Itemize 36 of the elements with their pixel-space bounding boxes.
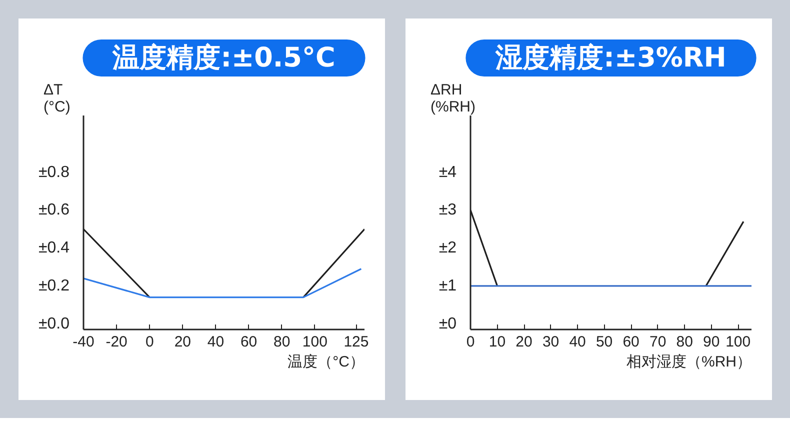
x-tick-label: 0 (466, 334, 475, 350)
y-tick-label: ±0.0 (38, 315, 70, 332)
y-tick-label: ±0.6 (38, 202, 70, 219)
chart-title: 湿度精度:±3%RH (494, 42, 726, 74)
chart-title: 温度精度:±0.5°C (112, 42, 336, 74)
x-tick-label: 30 (542, 334, 560, 350)
x-tick-label: 40 (207, 334, 224, 350)
y-tick-label: ±0.2 (38, 277, 70, 294)
x-tick-label: 10 (488, 334, 506, 350)
x-tick-label: 20 (174, 334, 192, 350)
x-tick-label: 40 (569, 334, 586, 350)
x-tick-label: 80 (274, 334, 290, 350)
x-tick-label: 70 (649, 334, 666, 350)
x-tick-label: 100 (726, 334, 751, 350)
x-tick-label: 20 (516, 334, 532, 350)
y-axis-title: ΔT (°C) (44, 82, 70, 116)
y-tick-label: ±0 (438, 315, 457, 332)
x-tick-label: 60 (622, 334, 640, 350)
y-axis-title: ΔRH (%RH) (430, 82, 476, 116)
y-tick-label: ±4 (438, 164, 457, 181)
x-tick-label: 90 (703, 334, 720, 350)
y-tick-label: ±0.4 (38, 240, 70, 257)
x-tick-label: -40 (72, 334, 94, 350)
x-tick-label: 80 (676, 334, 693, 350)
x-tick-label: 50 (596, 334, 613, 350)
y-tick-label: ±3 (438, 202, 457, 219)
y-tick-label: ±2 (438, 240, 457, 257)
x-tick-label: -20 (106, 334, 128, 350)
x-axis-title: 温度（°C） (288, 354, 365, 370)
x-tick-label: 0 (145, 334, 154, 350)
y-tick-label: ±1 (438, 277, 457, 294)
x-tick-label: 125 (344, 334, 369, 350)
x-tick-label: 100 (302, 334, 328, 350)
y-tick-label: ±0.8 (38, 164, 70, 181)
x-axis-title: 相对湿度（%RH） (626, 354, 752, 370)
x-tick-label: 60 (240, 334, 258, 350)
